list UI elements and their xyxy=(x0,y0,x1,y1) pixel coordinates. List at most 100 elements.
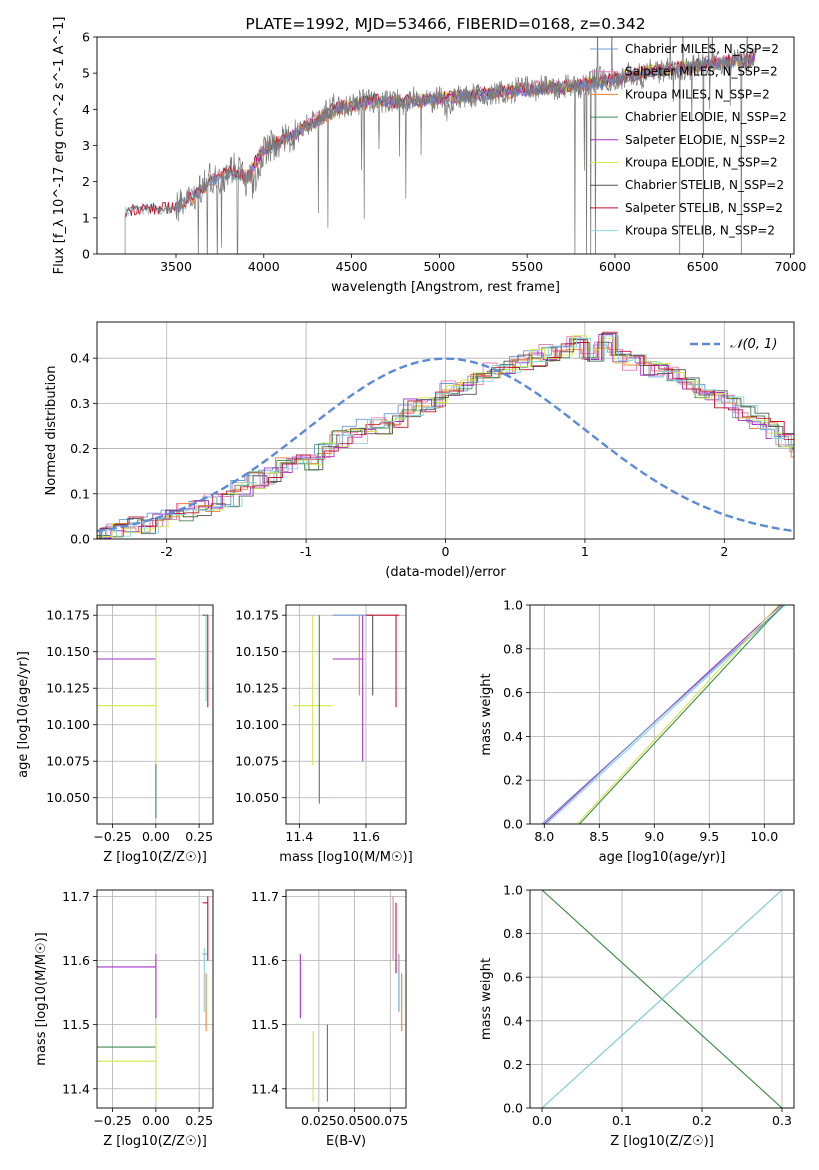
y-tick-label: 10.150 xyxy=(235,644,279,659)
x-tick-label: 0.25 xyxy=(185,1113,213,1128)
x-tick-label: 0.075 xyxy=(372,1113,408,1128)
histogram-chabrier_miles xyxy=(97,342,794,539)
x-tick-label: 2 xyxy=(720,544,728,559)
y-axis-label: age [log10(age/yr)] xyxy=(16,651,31,778)
y-tick-label: 10.050 xyxy=(46,790,90,805)
histogram-chabrier_stelib xyxy=(99,332,794,539)
y-tick-label: 10.075 xyxy=(46,754,90,769)
y-tick-label: 10.125 xyxy=(235,681,279,696)
x-tick-label: 6500 xyxy=(687,259,719,274)
panel-mass_vs_Z: −0.25 0.00 0.25 11.4 11.5 11.6 11.7 Z [log10(Z/… xyxy=(34,889,214,1149)
axes-frame xyxy=(529,889,795,1109)
x-axis-label: Z [log10(Z/Z☉)] xyxy=(103,1134,207,1149)
y-tick-label: 0.2 xyxy=(503,1057,523,1072)
y-axis-label: Flux [f_λ 10^-17 erg cm^-2 s^-1 A^-1] xyxy=(52,17,67,275)
panel-residuals: -2 -1 0 1 2 0.0 0.1 0.2 0.3 0.4 (data-model)/error… xyxy=(44,321,795,580)
legend-label-chabrier_stelib: Chabrier STELIB, N_SSP=2 xyxy=(625,178,784,192)
y-tick-label: 0.2 xyxy=(503,773,523,788)
legend-label-salpeter_stelib: Salpeter STELIB, N_SSP=2 xyxy=(625,201,783,215)
y-tick-label: 11.7 xyxy=(251,889,279,904)
y-tick-label: 0.0 xyxy=(503,817,523,832)
y-tick-label: 10.100 xyxy=(235,717,279,732)
y-tick-label: 11.5 xyxy=(251,1017,279,1032)
legend-label-chabrier_elodie: Chabrier ELODIE, N_SSP=2 xyxy=(625,110,787,124)
axes-frame xyxy=(96,889,214,1109)
y-tick-label: 10.175 xyxy=(46,608,90,623)
x-axis-label: E(B-V) xyxy=(326,1134,366,1149)
x-axis-label: age [log10(age/yr)] xyxy=(599,850,726,865)
x-tick-label: 9.5 xyxy=(699,829,719,844)
histogram-kroupa_elodie xyxy=(97,335,794,539)
legend-label-kroupa_miles: Kroupa MILES, N_SSP=2 xyxy=(625,87,770,101)
y-tick-label: 0.0 xyxy=(503,1101,523,1116)
data-spectrum-line xyxy=(124,37,756,254)
x-tick-label: 6000 xyxy=(599,259,631,274)
y-tick-label: 10.075 xyxy=(235,754,279,769)
histogram-kroupa_stelib xyxy=(102,335,794,539)
y-tick-label: 11.7 xyxy=(62,889,90,904)
plot-area-residuals xyxy=(97,331,794,539)
x-tick-label: 3500 xyxy=(160,259,192,274)
plot-area-mass_vs_Z xyxy=(97,896,209,1102)
x-tick-label: −0.25 xyxy=(93,1113,131,1128)
x-tick-label: 7000 xyxy=(775,259,807,274)
x-axis-label: (data-model)/error xyxy=(385,565,506,580)
plot-area-mass_weight_vs_age xyxy=(541,605,786,824)
y-tick-label: 0.8 xyxy=(503,641,523,656)
mark-kroupa_elodie xyxy=(576,605,780,824)
x-tick-label: 0.00 xyxy=(142,1113,170,1128)
x-tick-label: 1 xyxy=(581,544,589,559)
y-tick-label: 11.6 xyxy=(251,953,279,968)
x-tick-label: 0.1 xyxy=(612,1113,632,1128)
axes-frame xyxy=(96,36,795,255)
x-tick-label: 4000 xyxy=(248,259,280,274)
mark-kroupa_stelib xyxy=(546,605,786,824)
histogram-chabrier_elodie xyxy=(97,337,794,538)
legend-label-chabrier_miles: Chabrier MILES, N_SSP=2 xyxy=(625,42,779,56)
y-tick-label: 0.2 xyxy=(70,441,90,456)
x-tick-label: -1 xyxy=(300,544,312,559)
mark-chabrier_miles xyxy=(541,605,785,824)
legend-label-salpeter_miles: Salpeter MILES, N_SSP=2 xyxy=(625,65,778,79)
y-tick-label: 1.0 xyxy=(503,883,523,898)
y-tick-label: 2 xyxy=(82,174,90,189)
panel-age_vs_mass: 11.4 11.6 10.050 10.075 10.100 10.125 10.150 10… xyxy=(235,604,413,865)
y-tick-label: 6 xyxy=(82,30,90,45)
y-tick-label: 0.8 xyxy=(503,926,523,941)
panel-mass_weight_vs_age: 8.0 8.5 9.0 9.5 10.0 0.0 0.2 0.4 0.6 0.8 1.0 age [l… xyxy=(479,598,795,865)
x-tick-label: 0.050 xyxy=(337,1113,373,1128)
y-tick-label: 10.050 xyxy=(235,790,279,805)
x-tick-label: 8.0 xyxy=(534,829,554,844)
x-tick-label: −0.25 xyxy=(93,829,131,844)
histogram-salpeter_stelib xyxy=(100,331,794,539)
x-tick-label: 4500 xyxy=(336,259,368,274)
y-axis-label: mass weight xyxy=(479,673,494,755)
y-tick-label: 1.0 xyxy=(503,598,523,613)
x-tick-label: 0.2 xyxy=(692,1113,712,1128)
x-axis-label: Z [log10(Z/Z☉)] xyxy=(103,850,207,865)
y-tick-label: 4 xyxy=(82,102,90,117)
y-tick-label: 0.6 xyxy=(503,970,523,985)
plot-area-mass_weight_vs_Z xyxy=(541,890,783,1108)
y-tick-label: 1 xyxy=(82,210,90,225)
plot-area-spectrum xyxy=(124,37,756,254)
x-tick-label: 8.5 xyxy=(589,829,609,844)
mark-chabrier_elodie xyxy=(579,605,784,824)
x-tick-label: 5500 xyxy=(511,259,543,274)
legend-label-normal: 𝒩(0, 1) xyxy=(730,337,777,352)
axes-frame xyxy=(96,604,214,825)
y-tick-label: 10.100 xyxy=(46,717,90,732)
y-tick-label: 10.175 xyxy=(235,608,279,623)
axes-frame xyxy=(96,321,795,540)
x-tick-label: 0.025 xyxy=(301,1113,337,1128)
histogram-kroupa_miles xyxy=(97,347,794,538)
panel-mass_vs_ebv: 0.025 0.050 0.075 11.4 11.5 11.6 11.7 E(B-V) xyxy=(251,889,408,1149)
legend: 𝒩(0, 1) xyxy=(690,337,777,352)
y-tick-label: 0.0 xyxy=(70,532,90,547)
x-tick-label: -2 xyxy=(160,544,172,559)
panel-age_vs_Z: −0.25 0.00 0.25 10.050 10.075 10.100 10.125 10.… xyxy=(16,604,214,865)
y-tick-label: 5 xyxy=(82,66,90,81)
y-tick-label: 0.6 xyxy=(503,685,523,700)
panel-spectrum: 3500 4000 4500 5000 5500 6000 6500 7000 0 1 2 3 4 5 6 w… xyxy=(52,15,806,295)
panel-mass_weight_vs_Z: 0.0 0.1 0.2 0.3 0.0 0.2 0.4 0.6 0.8 1.0 Z [log10(Z… xyxy=(479,883,795,1149)
